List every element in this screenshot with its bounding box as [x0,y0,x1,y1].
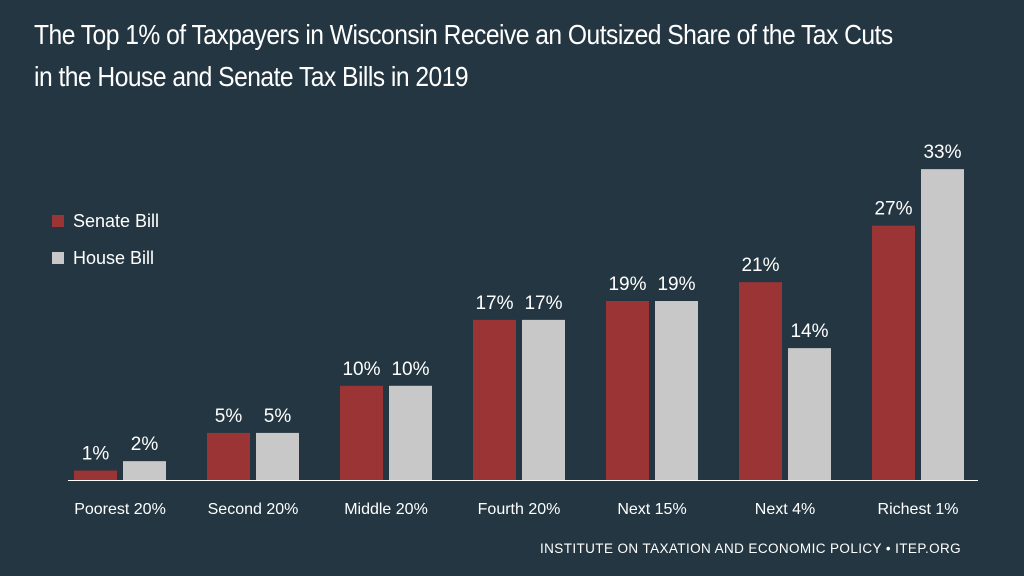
data-label-house-4: 17% [524,293,562,314]
data-label-house-2: 5% [264,406,292,427]
data-label-house-5: 19% [657,274,695,295]
chart-title-line-1: The Top 1% of Taxpayers in Wisconsin Rec… [34,19,893,50]
legend: Senate Bill House Bill [52,210,159,284]
data-label-senate-4: 17% [475,293,513,314]
bar-house-5 [655,301,698,480]
legend-label-house: House Bill [73,247,155,268]
category-label-1: Poorest 20% [74,501,166,518]
bar-senate-4 [473,319,516,480]
legend-item-senate: Senate Bill [52,210,159,232]
category-label-7: Richest 1% [878,501,959,518]
bar-house-6 [788,348,831,480]
data-label-house-1: 2% [131,434,159,455]
legend-swatch-senate [52,215,64,227]
category-label-4: Fourth 20% [478,501,561,518]
legend-label-senate: Senate Bill [73,210,160,231]
bar-senate-5 [606,301,649,480]
source-credit: INSTITUTE ON TAXATION AND ECONOMIC POLIC… [540,541,962,556]
bar-house-4 [522,319,565,480]
data-label-senate-7: 27% [874,199,912,220]
data-label-house-3: 10% [391,359,429,380]
category-label-6: Next 4% [755,501,815,518]
data-label-house-7: 33% [923,142,961,163]
bar-house-7 [921,169,964,480]
data-label-house-6: 14% [790,321,828,342]
bar-house-3 [389,385,432,480]
bar-senate-1 [74,470,117,480]
chart-title: The Top 1% of Taxpayers in Wisconsin Rec… [34,14,993,98]
bar-senate-2 [207,432,250,480]
data-label-senate-5: 19% [608,274,646,295]
bar-senate-7 [872,225,915,480]
category-label-5: Next 15% [617,501,686,518]
bar-senate-6 [739,282,782,480]
data-label-senate-6: 21% [741,255,779,276]
chart-title-line-2: in the House and Senate Tax Bills in 201… [34,61,469,92]
legend-item-house: House Bill [52,247,159,269]
bar-senate-3 [340,385,383,480]
data-label-senate-1: 1% [82,444,110,465]
bar-house-1 [123,461,166,480]
bar-house-2 [256,432,299,480]
category-label-3: Middle 20% [344,501,428,518]
data-label-senate-3: 10% [342,359,380,380]
data-label-senate-2: 5% [215,406,243,427]
legend-swatch-house [52,252,64,264]
category-label-2: Second 20% [208,501,299,518]
